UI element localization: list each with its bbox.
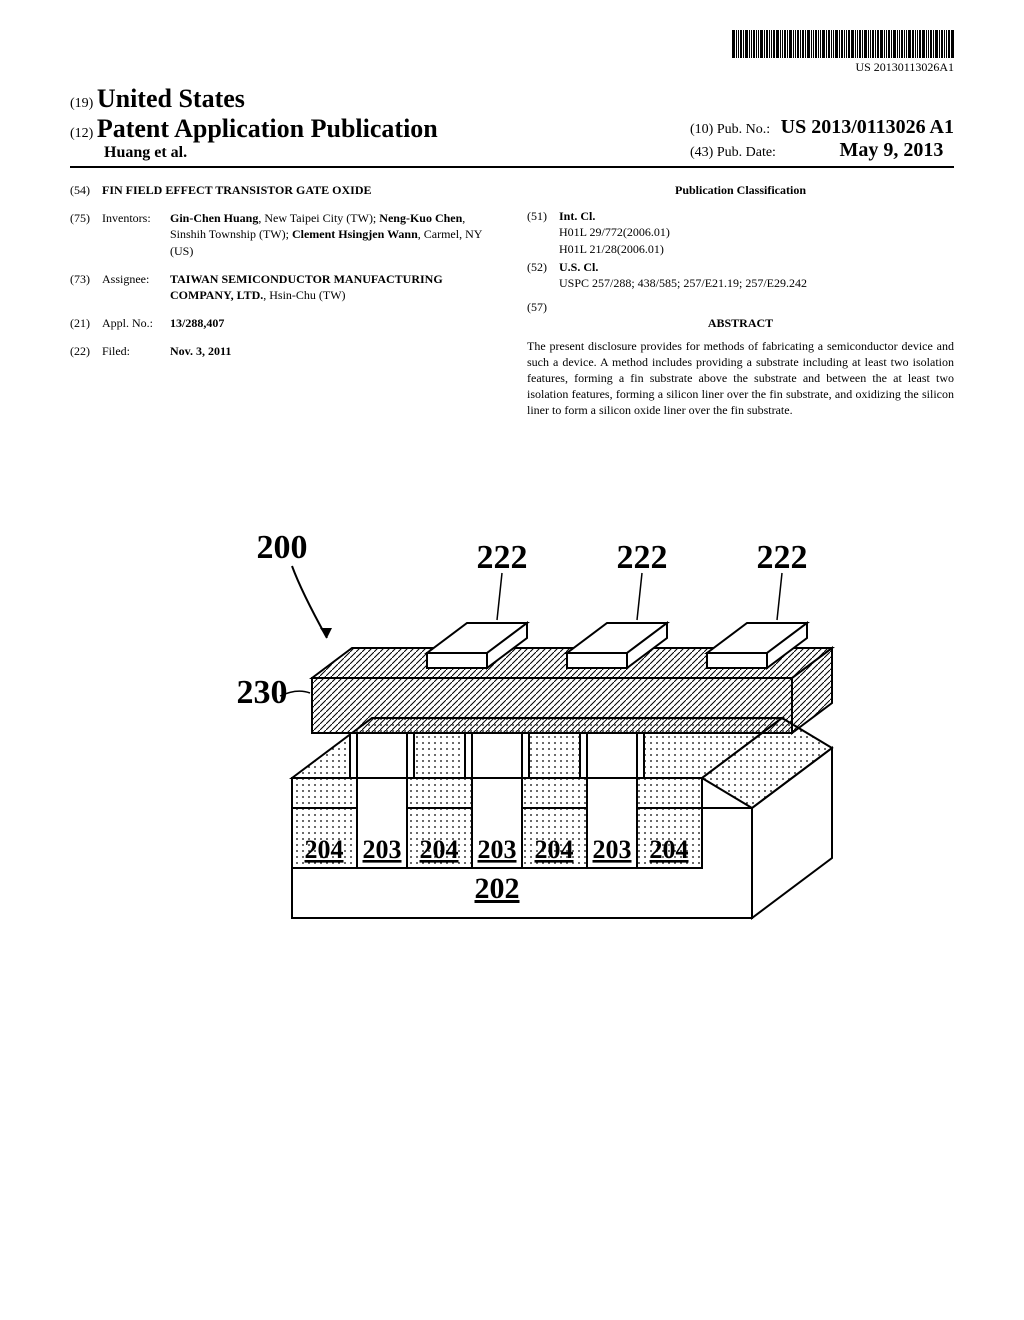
field-54: (54) FIN FIELD EFFECT TRANSISTOR GATE OX…: [70, 182, 497, 198]
field-52-lbl: U.S. Cl.: [559, 260, 598, 274]
intcl-date: (2006.01): [617, 242, 664, 256]
header-kind: (12) Patent Application Publication: [70, 114, 438, 144]
patent-figure: 200 222 222 222 230 204 203 204 203 204 …: [152, 478, 872, 963]
field-73-val: TAIWAN SEMICONDUCTOR MANUFACTURING COMPA…: [170, 271, 497, 303]
barcode-lines: [732, 30, 954, 58]
field-52-val: USPC 257/288; 438/585; 257/E21.19; 257/E…: [559, 276, 807, 290]
label-204-1: 204: [305, 835, 344, 864]
figure-svg: 200 222 222 222 230 204 203 204 203 204 …: [152, 478, 872, 958]
field-75-val: Gin-Chen Huang, New Taipei City (TW); Ne…: [170, 210, 497, 259]
intcl-code: H01L 21/28: [559, 242, 617, 256]
field-22-lbl: Filed:: [102, 343, 170, 359]
label-203-1: 203: [363, 835, 402, 864]
label-202: 202: [475, 872, 520, 905]
pubno-value: US 2013/0113026 A1: [781, 116, 954, 138]
header-kind-text: Patent Application Publication: [97, 114, 438, 143]
pubdate-label: Pub. Date:: [717, 145, 776, 160]
field-54-num: (54): [70, 182, 102, 198]
intcl-date: (2006.01): [623, 225, 670, 239]
label-230: 230: [237, 674, 288, 711]
right-column: Publication Classification (51) Int. Cl.…: [527, 182, 954, 418]
label-203-3: 203: [593, 835, 632, 864]
header-pubdate: (43) Pub. Date: May 9, 2013: [690, 139, 954, 162]
header-country-num: (19): [70, 96, 93, 111]
label-222-3: 222: [757, 539, 808, 576]
left-column: (54) FIN FIELD EFFECT TRANSISTOR GATE OX…: [70, 182, 497, 418]
field-57-num: (57): [527, 300, 547, 314]
field-21: (21) Appl. No.: 13/288,407: [70, 315, 497, 331]
field-21-num: (21): [70, 315, 102, 331]
field-51: (51) Int. Cl. H01L 29/772(2006.01)H01L 2…: [527, 208, 954, 257]
field-75-lbl: Inventors:: [102, 210, 170, 259]
field-75: (75) Inventors: Gin-Chen Huang, New Taip…: [70, 210, 497, 259]
barcode: US 20130113026A1: [732, 30, 954, 75]
label-204-4: 204: [650, 835, 689, 864]
field-51-lbl: Int. Cl.: [559, 209, 595, 223]
field-73-lbl: Assignee:: [102, 271, 170, 303]
header-country-name: United States: [97, 84, 245, 113]
intcl-row: H01L 29/772(2006.01): [559, 224, 954, 240]
field-22: (22) Filed: Nov. 3, 2011: [70, 343, 497, 359]
biblio-columns: (54) FIN FIELD EFFECT TRANSISTOR GATE OX…: [70, 182, 954, 418]
barcode-text: US 20130113026A1: [732, 60, 954, 75]
field-54-val: FIN FIELD EFFECT TRANSISTOR GATE OXIDE: [102, 182, 497, 198]
field-21-val: 13/288,407: [170, 315, 497, 331]
header-country: (19) United States: [70, 84, 954, 114]
barcode-block: US 20130113026A1: [70, 30, 954, 76]
field-75-num: (75): [70, 210, 102, 259]
field-52: (52) U.S. Cl. USPC 257/288; 438/585; 257…: [527, 259, 954, 291]
field-51-num: (51): [527, 208, 559, 257]
field-73: (73) Assignee: TAIWAN SEMICONDUCTOR MANU…: [70, 271, 497, 303]
field-57: (57) ABSTRACT The present disclosure pro…: [527, 299, 954, 418]
abstract-title: ABSTRACT: [527, 315, 954, 331]
header-authors: Huang et al.: [104, 144, 438, 162]
classification-title: Publication Classification: [527, 182, 954, 198]
pubno-label: Pub. No.:: [717, 122, 770, 137]
header: (19) United States (12) Patent Applicati…: [70, 84, 954, 162]
label-200: 200: [257, 529, 308, 566]
field-52-num: (52): [527, 259, 559, 291]
label-222-2: 222: [617, 539, 668, 576]
field-21-lbl: Appl. No.:: [102, 315, 170, 331]
pubdate-value: May 9, 2013: [839, 139, 943, 161]
intcl-code: H01L 29/772: [559, 225, 623, 239]
pubdate-num: (43): [690, 145, 713, 160]
abstract-text: The present disclosure provides for meth…: [527, 338, 954, 419]
field-73-num: (73): [70, 271, 102, 303]
intcl-row: H01L 21/28(2006.01): [559, 241, 954, 257]
pubno-num: (10): [690, 122, 713, 137]
label-203-2: 203: [478, 835, 517, 864]
field-22-val: Nov. 3, 2011: [170, 343, 497, 359]
field-22-num: (22): [70, 343, 102, 359]
label-204-3: 204: [535, 835, 574, 864]
header-rule: [70, 166, 954, 168]
header-pubno: (10) Pub. No.: US 2013/0113026 A1: [690, 116, 954, 139]
label-222-1: 222: [477, 539, 528, 576]
label-204-2: 204: [420, 835, 459, 864]
header-kind-num: (12): [70, 126, 93, 141]
